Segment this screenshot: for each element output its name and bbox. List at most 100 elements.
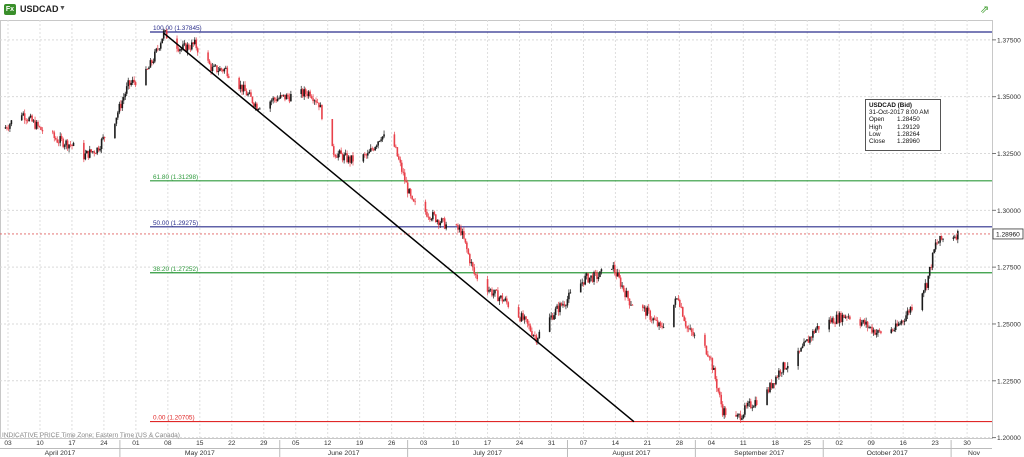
- candle-body: [40, 126, 42, 130]
- candle-body: [227, 76, 230, 78]
- candle-body: [741, 418, 743, 420]
- candle-body: [600, 269, 603, 272]
- candle-body: [121, 100, 124, 109]
- candle-body: [563, 304, 566, 306]
- x-tick-label: 10: [36, 440, 44, 447]
- candle-body: [859, 319, 862, 326]
- candle-body: [193, 39, 196, 45]
- candle-body: [238, 77, 240, 89]
- candle-body: [550, 315, 552, 318]
- candle-body: [290, 94, 292, 102]
- candle-body: [735, 414, 737, 417]
- candle-body: [616, 272, 619, 277]
- candle-body: [579, 283, 582, 293]
- candle-body: [442, 218, 444, 220]
- candle-body: [779, 370, 782, 374]
- candle-body: [467, 249, 470, 255]
- candle-body: [875, 332, 878, 335]
- candle-body: [319, 105, 322, 108]
- candle-body: [715, 378, 718, 389]
- candle-body: [899, 323, 901, 325]
- candle-body: [744, 405, 746, 415]
- candle-body: [94, 153, 97, 155]
- candle-body: [655, 319, 657, 321]
- candle-body: [597, 276, 600, 280]
- candle-body: [409, 189, 412, 196]
- candle-body: [93, 151, 96, 154]
- candle-body: [556, 305, 558, 309]
- candle-body: [770, 382, 773, 389]
- caret-down-icon[interactable]: ▼: [59, 5, 66, 12]
- pin-icon[interactable]: ⇗: [980, 4, 990, 16]
- candle-body: [257, 108, 260, 110]
- candle-body: [182, 44, 184, 50]
- candle-body: [435, 214, 437, 222]
- candle-body: [443, 218, 446, 229]
- candle-body: [717, 388, 720, 392]
- candle-body: [535, 335, 538, 343]
- candle-body: [612, 265, 615, 269]
- candle-body: [32, 120, 35, 122]
- candle-body: [807, 339, 810, 343]
- trend-line-group: [163, 32, 635, 423]
- candle-body: [523, 316, 526, 320]
- x-tick-label: 07: [580, 440, 588, 447]
- candle-body: [120, 103, 122, 109]
- candle-body: [658, 322, 660, 327]
- candle-body: [365, 154, 368, 156]
- candle-body: [38, 126, 41, 127]
- candle-body: [154, 51, 156, 62]
- candle-body: [219, 68, 221, 71]
- candle-body: [331, 119, 334, 147]
- candle-body: [693, 334, 696, 336]
- candle-body: [656, 320, 659, 327]
- x-tick-label: 30: [963, 440, 971, 447]
- candle-body: [96, 147, 98, 154]
- candle-body: [377, 141, 379, 146]
- candle-body: [362, 154, 365, 162]
- candle-body: [335, 156, 338, 158]
- candle-body: [772, 383, 774, 389]
- candle-body: [337, 153, 340, 158]
- candle-body: [338, 150, 341, 154]
- fib-level-label: 0.00 (1.20705): [153, 415, 195, 422]
- candle-body: [149, 60, 152, 68]
- candle-body: [559, 303, 561, 313]
- candle-body: [436, 220, 439, 222]
- candle-body: [486, 279, 489, 292]
- candle-body: [158, 48, 161, 50]
- symbol-selector[interactable]: USDCAD: [20, 4, 59, 14]
- candle-body: [165, 30, 168, 39]
- tooltip-row-close: Close 1.28960: [869, 138, 937, 145]
- candle-body: [593, 272, 595, 282]
- candle-body: [610, 268, 613, 270]
- candle-body: [399, 159, 402, 163]
- candle-body: [880, 331, 882, 334]
- candle-body: [902, 320, 904, 322]
- last-price-group: 1.28960: [0, 228, 1024, 240]
- x-tick-label: 11: [740, 440, 747, 447]
- candle-body: [553, 315, 555, 320]
- y-tick-label: 1.30000: [997, 208, 1021, 215]
- candle-body: [548, 317, 551, 332]
- candle-body: [627, 291, 629, 299]
- candle-body: [162, 30, 165, 39]
- candle-body: [301, 89, 304, 97]
- candle-body: [707, 354, 709, 357]
- candle-body: [642, 305, 644, 308]
- candle-body: [471, 262, 474, 268]
- candle-body: [408, 189, 410, 194]
- candle-body: [341, 154, 344, 161]
- candle-body: [736, 414, 739, 417]
- candle-body: [673, 304, 675, 327]
- candle-body: [582, 282, 585, 285]
- candle-body: [866, 321, 869, 328]
- x-tick-label: 08: [164, 440, 172, 447]
- candle-body: [504, 298, 507, 301]
- candle-body: [83, 142, 85, 160]
- candle-body: [270, 100, 273, 102]
- x-tick-label: 26: [388, 440, 396, 447]
- candle-body: [704, 334, 706, 346]
- candle-body: [211, 66, 214, 71]
